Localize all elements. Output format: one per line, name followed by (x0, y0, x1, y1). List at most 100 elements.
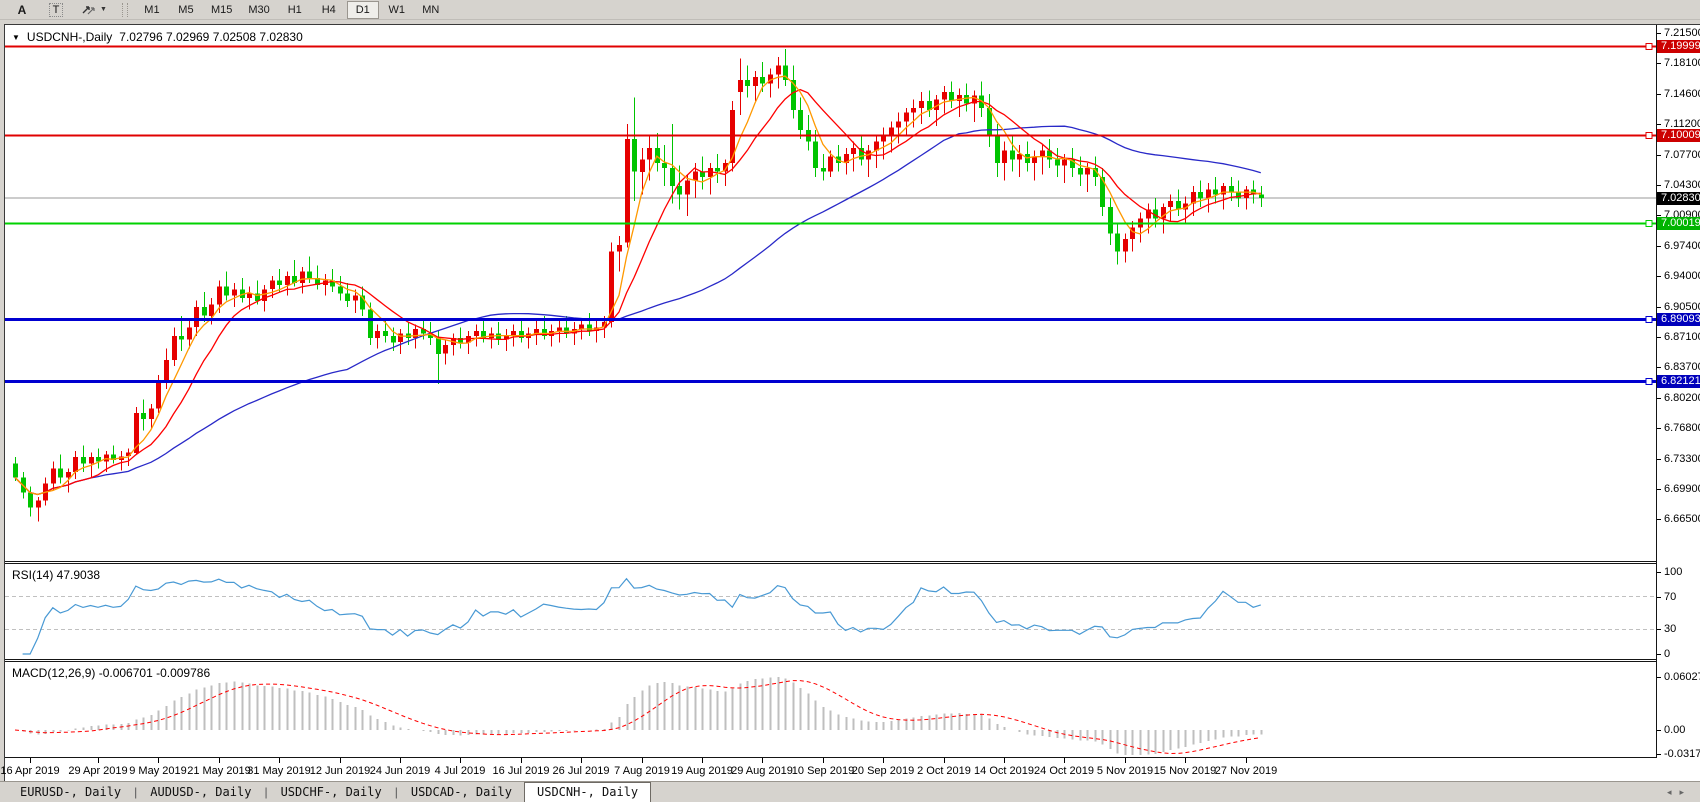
date-tick-mark (400, 758, 401, 763)
axis-tick-mark (1657, 246, 1661, 247)
macd-pane[interactable]: MACD(12,26,9) -0.006701 -0.009786 (5, 662, 1656, 757)
toolbar-grip[interactable] (121, 2, 128, 17)
price-axis-label: 6.80200 (1664, 392, 1700, 404)
level-line-handle[interactable] (1645, 132, 1653, 139)
timeframe-button-m15[interactable]: M15 (210, 3, 233, 16)
date-axis-label: 29 Aug 2019 (731, 765, 793, 777)
ma-fast-line (14, 75, 1261, 496)
rsi-canvas (5, 577, 1656, 655)
price-axis[interactable]: 7.21500 7.18100 7.14600 7.11200 7.07700 7.043… (1656, 25, 1700, 760)
tab-separator: | (134, 785, 138, 799)
date-axis-label: 16 Jul 2019 (492, 765, 550, 777)
macd-axis-label: 0.00 (1664, 724, 1686, 736)
price-axis-label: 6.66500 (1664, 513, 1700, 525)
ma-slow-line (14, 125, 1261, 496)
timeframe-button-h1[interactable]: H1 (287, 3, 302, 16)
price-axis-label: 7.21500 (1664, 27, 1700, 39)
axis-tick-mark (1657, 730, 1661, 731)
date-axis[interactable]: 16 Apr 2019 29 Apr 2019 9 May 2019 21 May 2… (0, 757, 1700, 781)
rsi-axis-label: 100 (1664, 566, 1683, 578)
chart-tab-bar: EURUSD-, Daily | AUDUSD-, Daily | USDCHF-, D… (0, 781, 1700, 802)
price-axis-label: 6.83700 (1664, 361, 1700, 373)
date-axis-label: 5 Nov 2019 (1096, 765, 1154, 777)
price-chart-pane[interactable]: ▼ USDCNH-,Daily 7.02796 7.02969 7.02508 … (5, 25, 1656, 561)
axis-tick-mark (1657, 597, 1661, 598)
date-tick-mark (823, 758, 824, 763)
axis-tick-mark (1657, 94, 1661, 95)
date-tick-mark (158, 758, 159, 763)
date-tick-mark (460, 758, 461, 763)
tab-separator: | (264, 785, 268, 799)
arrow-objects-button[interactable]: ▼ (74, 1, 114, 19)
rsi-pane[interactable]: RSI(14) 47.9038 (5, 564, 1656, 659)
timeframe-button-m30[interactable]: M30 (248, 3, 270, 16)
rsi-axis-label: 30 (1664, 623, 1677, 635)
tab-scroll-arrows: ◂▸ (1667, 787, 1692, 798)
level-line-handle[interactable] (1645, 378, 1653, 385)
macd-signal-line (14, 680, 1261, 755)
candles-group (13, 48, 1264, 522)
axis-tick-mark (1657, 428, 1661, 429)
axis-tick-mark (1657, 155, 1661, 156)
date-axis-label: 15 Nov 2019 (1153, 765, 1217, 777)
pane-separator[interactable] (5, 659, 1700, 662)
level-line-handle[interactable] (1645, 316, 1653, 323)
date-tick-mark (1246, 758, 1247, 763)
axis-tick-mark (1657, 33, 1661, 34)
level-line-handle[interactable] (1645, 43, 1653, 50)
macd-label: MACD(12,26,9) -0.006701 -0.009786 (12, 666, 211, 680)
chart-menu-icon[interactable]: ▼ (12, 32, 20, 42)
rsi-label: RSI(14) 47.9038 (12, 568, 101, 582)
chart-tab-usdcnh[interactable]: USDCNH-, Daily (524, 781, 652, 802)
ohlc-quote-label: 7.02796 7.02969 7.02508 7.02830 (119, 30, 303, 44)
timeframe-button-d1[interactable]: D1 (346, 0, 379, 19)
level-line-handle[interactable] (1645, 220, 1653, 227)
price-axis-label: 6.73300 (1664, 453, 1700, 465)
tab-separator: | (394, 785, 398, 799)
axis-tick-mark (1657, 276, 1661, 277)
date-tick-mark (1004, 758, 1005, 763)
axis-tick-mark (1657, 677, 1661, 678)
timeframe-button-m1[interactable]: M1 (144, 3, 160, 16)
date-tick-mark (521, 758, 522, 763)
axis-tick-mark (1657, 459, 1661, 460)
rsi-axis-label: 70 (1664, 591, 1677, 603)
tab-scroll-right-icon[interactable]: ▸ (1679, 787, 1692, 797)
axis-tick-mark (1657, 519, 1661, 520)
level-price-badge: 7.00019 (1657, 217, 1700, 230)
chart-tab-audusd[interactable]: AUDUSD-, Daily (150, 785, 252, 799)
date-tick-mark (219, 758, 220, 763)
date-tick-mark (944, 758, 945, 763)
price-axis-label: 7.11200 (1664, 118, 1700, 130)
axis-tick-mark (1657, 754, 1661, 755)
chart-tab-usdcad[interactable]: USDCAD-, Daily (410, 785, 512, 799)
axis-tick-mark (1657, 489, 1661, 490)
candlestick-canvas (5, 43, 1656, 522)
axis-tick-mark (1657, 572, 1661, 573)
timeframe-button-h4[interactable]: H4 (321, 3, 336, 16)
axis-tick-mark (1657, 629, 1661, 630)
ma-medium-line (14, 88, 1261, 496)
timeframe-button-mn[interactable]: MN (422, 3, 440, 16)
font-tool-button[interactable]: A (17, 2, 27, 17)
arrow-objects-icon (82, 6, 95, 15)
date-axis-label: 7 Aug 2019 (614, 765, 670, 777)
macd-axis-label: 0.060273 (1664, 671, 1700, 683)
date-tick-mark (642, 758, 643, 763)
price-axis-label: 6.90500 (1664, 301, 1700, 313)
axis-tick-mark (1657, 124, 1661, 125)
date-axis-label: 9 May 2019 (129, 765, 187, 777)
text-tool-button[interactable]: T (40, 1, 72, 19)
date-axis-label: 16 Apr 2019 (0, 765, 60, 777)
chart-tab-usdchf[interactable]: USDCHF-, Daily (280, 785, 382, 799)
date-axis-label: 20 Sep 2019 (851, 765, 915, 777)
date-tick-mark (702, 758, 703, 763)
chart-tab-eurusd[interactable]: EURUSD-, Daily (20, 785, 122, 799)
timeframe-button-m5[interactable]: M5 (178, 3, 194, 16)
timeframe-button-w1[interactable]: W1 (388, 3, 406, 16)
axis-tick-mark (1657, 215, 1661, 216)
pane-separator[interactable] (5, 561, 1700, 564)
tab-scroll-left-icon[interactable]: ◂ (1666, 787, 1680, 797)
date-tick-mark (340, 758, 341, 763)
chart-title: ▼ USDCNH-,Daily 7.02796 7.02969 7.02508 … (12, 30, 303, 44)
